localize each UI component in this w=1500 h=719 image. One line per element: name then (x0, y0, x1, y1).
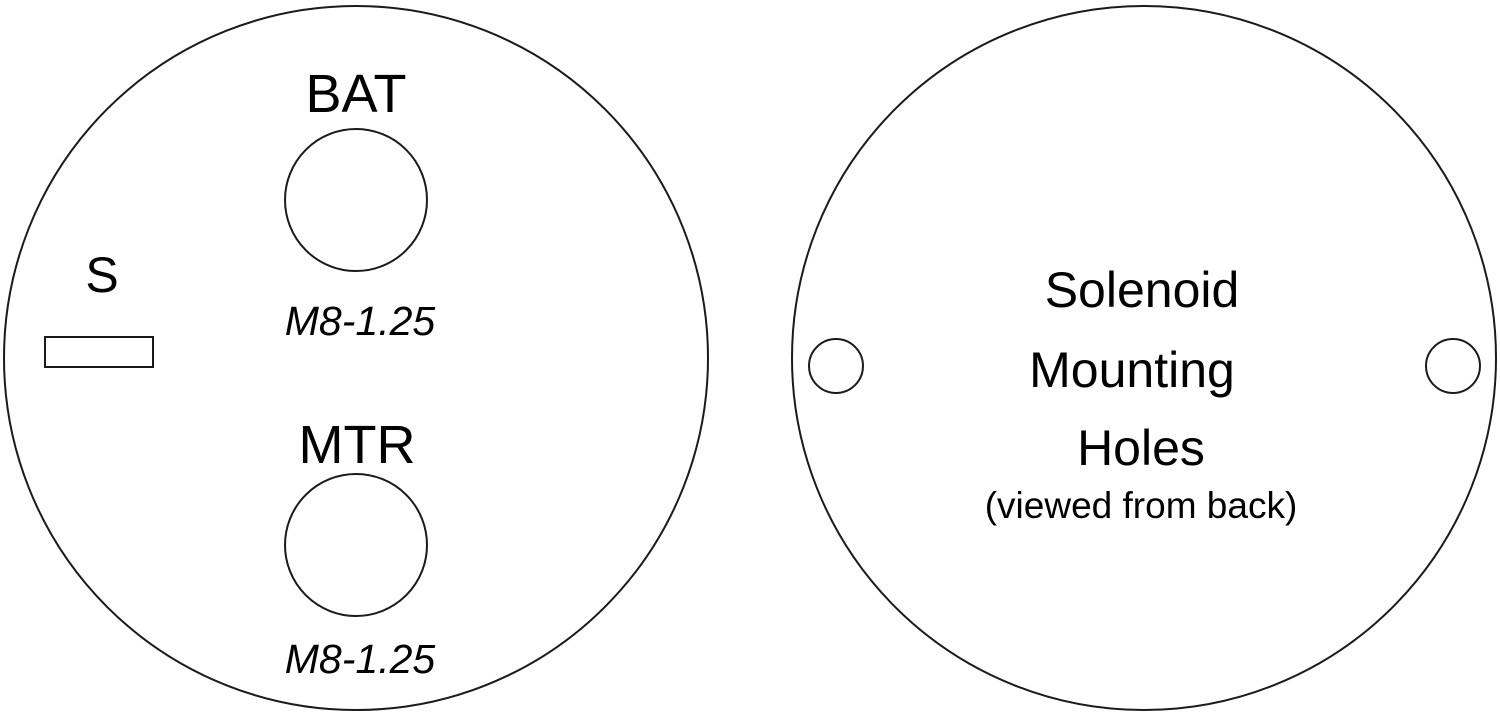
left-mounting-hole (808, 338, 864, 394)
terminal-face: BAT M8-1.25 S MTR M8-1.25 (3, 5, 709, 711)
mounting-title-line-2: Mounting (1029, 342, 1235, 398)
mounting-face: Solenoid Mounting Holes (viewed from bac… (791, 5, 1497, 711)
bat-label: BAT (305, 64, 406, 124)
mtr-label: MTR (299, 415, 416, 475)
terminal-face-outline (3, 5, 709, 711)
mounting-subtitle: (viewed from back) (985, 485, 1298, 526)
mounting-title-line-1: Solenoid (1045, 262, 1240, 318)
mounting-face-outline (791, 5, 1497, 711)
s-terminal-label: S (85, 247, 118, 303)
bat-thread-spec: M8-1.25 (285, 298, 436, 344)
mtr-terminal-hole (284, 473, 428, 617)
bat-terminal-hole (284, 128, 428, 272)
s-terminal-slot (44, 336, 154, 368)
mounting-title-line-3: Holes (1077, 420, 1205, 476)
right-mounting-hole (1425, 338, 1481, 394)
mtr-thread-spec: M8-1.25 (285, 636, 436, 682)
